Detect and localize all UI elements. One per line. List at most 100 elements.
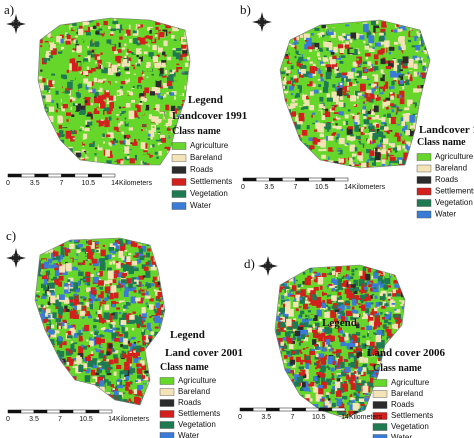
- land-patch: [382, 299, 385, 301]
- land-patch: [312, 76, 316, 78]
- land-patch: [352, 116, 356, 119]
- land-patch: [118, 106, 122, 109]
- land-patch: [330, 310, 337, 318]
- land-patch: [312, 29, 319, 35]
- land-patch: [112, 46, 116, 51]
- land-patch: [320, 375, 326, 382]
- land-patch: [281, 38, 286, 42]
- legend-swatch: [171, 154, 187, 162]
- land-patch: [122, 253, 125, 256]
- land-patch: [107, 279, 114, 284]
- land-patch: [64, 249, 71, 256]
- land-patch: [52, 378, 57, 384]
- land-patch: [60, 111, 63, 114]
- land-patch: [181, 71, 184, 74]
- land-patch: [112, 129, 116, 133]
- land-patch: [77, 244, 83, 248]
- land-patch: [366, 65, 371, 69]
- land-patch: [379, 41, 386, 45]
- land-patch: [364, 45, 370, 50]
- land-patch: [43, 57, 47, 63]
- land-patch: [397, 50, 401, 55]
- land-patch: [46, 304, 49, 307]
- land-patch: [145, 318, 151, 322]
- land-patch: [99, 317, 104, 323]
- land-patch: [146, 374, 149, 377]
- land-patch: [295, 294, 301, 302]
- land-patch: [284, 98, 287, 102]
- land-patch: [129, 118, 135, 126]
- land-patch: [149, 264, 153, 267]
- land-patch: [145, 260, 151, 266]
- land-patch: [119, 404, 123, 405]
- land-patch: [45, 360, 50, 368]
- land-patch: [51, 383, 57, 387]
- land-patch: [102, 319, 107, 324]
- land-patch: [300, 387, 304, 391]
- land-patch: [386, 145, 391, 149]
- land-patch: [103, 312, 110, 320]
- land-patch: [102, 94, 107, 100]
- land-patch: [151, 396, 154, 399]
- land-patch: [336, 358, 339, 361]
- land-patch: [95, 241, 100, 244]
- land-patch: [38, 339, 41, 343]
- land-patch: [158, 71, 164, 77]
- land-patch: [89, 127, 92, 129]
- land-patch: [143, 329, 147, 334]
- land-patch: [323, 118, 328, 122]
- land-patch: [329, 49, 336, 54]
- land-patch: [77, 38, 83, 44]
- land-patch: [343, 147, 349, 151]
- legend-title: Legend: [170, 329, 205, 341]
- land-patch: [139, 37, 146, 45]
- land-patch: [298, 342, 302, 346]
- land-patch: [71, 114, 75, 117]
- land-patch: [162, 260, 165, 264]
- land-patch: [47, 151, 53, 158]
- land-patch: [47, 31, 52, 38]
- land-patch: [178, 106, 183, 110]
- land-patch: [79, 298, 83, 301]
- land-patch: [87, 20, 92, 23]
- land-patch: [89, 250, 92, 254]
- land-patch: [338, 137, 345, 145]
- land-patch: [90, 369, 95, 376]
- land-patch: [108, 142, 112, 147]
- land-patch: [426, 114, 429, 117]
- land-patch: [176, 48, 182, 51]
- land-patch: [332, 77, 339, 83]
- land-patch: [126, 316, 132, 324]
- scale-label: 10.5: [315, 184, 329, 191]
- land-patch: [322, 341, 328, 347]
- scale-segment: [34, 173, 49, 178]
- land-patch: [58, 20, 64, 24]
- land-patch: [326, 67, 332, 72]
- land-patch: [133, 358, 139, 363]
- land-patch: [164, 54, 167, 57]
- land-patch: [95, 31, 100, 35]
- land-patch: [173, 31, 180, 39]
- panel-label: c): [6, 228, 16, 243]
- land-patch: [57, 125, 63, 129]
- land-patch: [77, 68, 81, 71]
- land-patch: [61, 161, 64, 164]
- land-patch: [379, 73, 383, 78]
- land-patch: [66, 395, 73, 400]
- land-patch: [158, 151, 162, 156]
- land-patch: [44, 398, 49, 405]
- land-patch: [112, 242, 118, 246]
- land-patch: [388, 36, 392, 40]
- land-patch: [139, 252, 144, 259]
- land-patch: [94, 402, 97, 405]
- land-patch: [61, 360, 64, 362]
- land-patch: [69, 58, 76, 65]
- land-patch: [361, 81, 366, 85]
- land-patch: [43, 380, 47, 384]
- land-patch: [119, 108, 125, 111]
- land-patch: [37, 401, 41, 405]
- land-patch: [95, 271, 101, 280]
- land-patch: [291, 350, 295, 354]
- land-patch: [289, 55, 295, 64]
- land-patch: [98, 391, 104, 396]
